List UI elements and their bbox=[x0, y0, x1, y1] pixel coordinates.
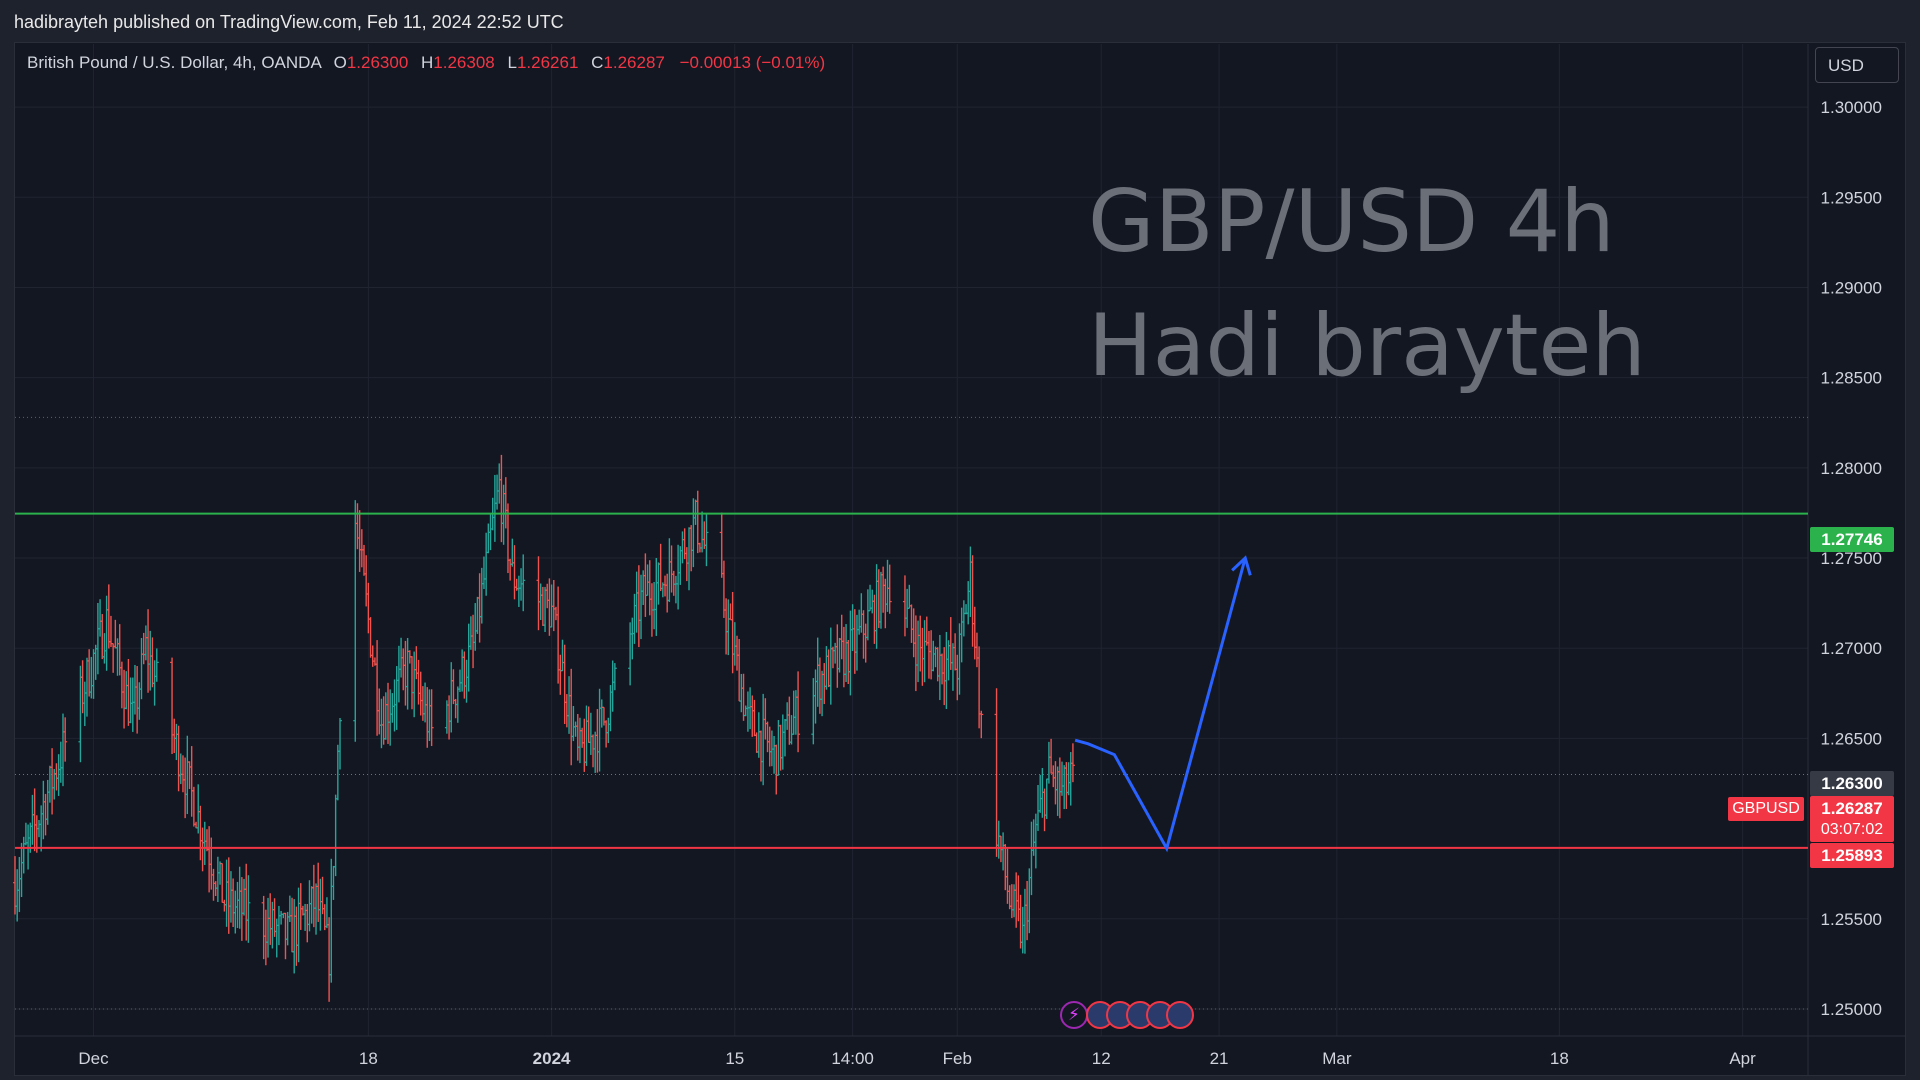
projection-arrowhead bbox=[1231, 555, 1252, 576]
time-axis-label: 21 bbox=[1210, 1049, 1229, 1068]
time-axis-label: 18 bbox=[359, 1049, 378, 1068]
legend-high-label: H bbox=[421, 53, 434, 72]
currency-button[interactable]: USD bbox=[1815, 47, 1899, 83]
legend-open: 1.26300 bbox=[346, 53, 409, 72]
price-tick-label: 1.25500 bbox=[1821, 910, 1882, 929]
time-axis-label: 12 bbox=[1092, 1049, 1111, 1068]
price-tick-label: 1.27500 bbox=[1821, 549, 1882, 568]
time-axis-label: Dec bbox=[78, 1049, 109, 1068]
time-axis-label: Mar bbox=[1322, 1049, 1352, 1068]
resistance-price-tag: 1.27746 bbox=[1810, 527, 1894, 552]
uk-flag-event-icon[interactable] bbox=[1166, 1001, 1194, 1029]
legend-low: 1.26261 bbox=[516, 53, 579, 72]
time-axis-label: 2024 bbox=[533, 1049, 571, 1068]
legend-high: 1.26308 bbox=[433, 53, 495, 72]
price-tick-label: 1.28500 bbox=[1821, 369, 1882, 388]
price-tick-label: 1.30000 bbox=[1821, 98, 1882, 117]
price-tick-label: 1.29500 bbox=[1821, 188, 1882, 207]
legend-close: 1.26287 bbox=[603, 53, 665, 72]
legend-change: −0.00013 (−0.01%) bbox=[679, 53, 826, 72]
current-price-tag: 1.26287 03:07:02 bbox=[1810, 796, 1894, 842]
current-price: 1.26287 bbox=[1821, 799, 1883, 818]
time-axis-label: Feb bbox=[943, 1049, 972, 1068]
projection-path bbox=[1074, 557, 1247, 853]
price-tick-label: 1.25000 bbox=[1821, 1000, 1882, 1019]
time-axis-label: 15 bbox=[725, 1049, 744, 1068]
time-axis-label: 14:00 bbox=[831, 1049, 874, 1068]
symbol-tag: GBPUSD bbox=[1728, 797, 1804, 821]
legend-low-label: L bbox=[507, 53, 517, 72]
time-axis-label: 18 bbox=[1550, 1049, 1569, 1068]
watermark-author: Hadi brayteh bbox=[1088, 296, 1646, 396]
legend-close-label: C bbox=[591, 53, 604, 72]
open-price-tag: 1.26300 bbox=[1810, 771, 1894, 796]
time-axis-label: Apr bbox=[1729, 1049, 1756, 1068]
watermark-title: GBP/USD 4h bbox=[1088, 172, 1615, 272]
bar-countdown: 03:07:02 bbox=[1820, 821, 1884, 838]
publish-info: hadibrayteh published on TradingView.com… bbox=[14, 12, 564, 32]
chart-watermark: GBP/USD 4h Hadi brayteh bbox=[1088, 160, 1646, 408]
price-tick-label: 1.27000 bbox=[1821, 639, 1882, 658]
publish-bar: hadibrayteh published on TradingView.com… bbox=[0, 0, 1920, 44]
price-tick-label: 1.29000 bbox=[1821, 278, 1882, 297]
legend-symbol: British Pound / U.S. Dollar, 4h, OANDA bbox=[27, 53, 321, 72]
price-tick-label: 1.28000 bbox=[1821, 459, 1882, 478]
price-tick-label: 1.26500 bbox=[1821, 729, 1882, 748]
legend-open-label: O bbox=[333, 53, 347, 72]
lightning-event-icon[interactable]: ⚡ bbox=[1060, 1001, 1088, 1029]
chart-pane[interactable] bbox=[14, 42, 1906, 1076]
support-price-tag: 1.25893 bbox=[1810, 843, 1894, 868]
ohlc-legend: British Pound / U.S. Dollar, 4h, OANDA O… bbox=[27, 53, 825, 73]
